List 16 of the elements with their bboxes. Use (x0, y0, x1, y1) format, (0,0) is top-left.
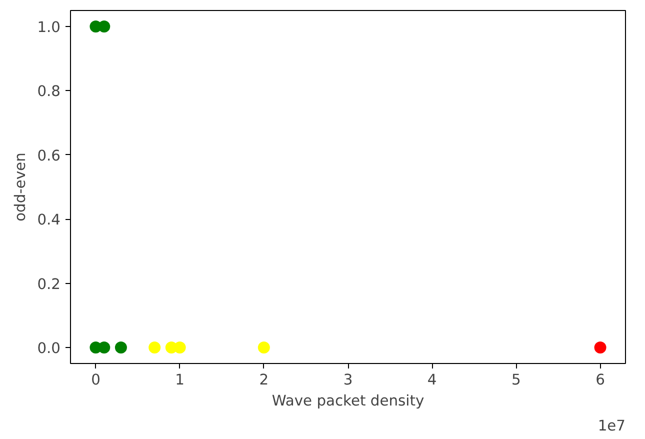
y-tick-label: 1.0 (37, 19, 61, 36)
y-tick-label: 0.2 (37, 276, 61, 293)
y-tick-label: 0.6 (37, 147, 61, 164)
x-tick-label: 4 (427, 372, 437, 388)
x-tick-label: 2 (259, 372, 269, 388)
y-tick-label: 0.0 (37, 340, 61, 357)
y-tick-label: 0.8 (37, 83, 61, 100)
x-tick-label: 1 (175, 372, 184, 388)
y-tick-label: 0.4 (37, 212, 61, 229)
x-tick-label: 5 (512, 372, 521, 388)
y-axis-title: odd-even (12, 152, 30, 222)
x-tick-label: 6 (596, 372, 605, 388)
x-tick-label: 0 (91, 372, 100, 388)
x-tick-label: 3 (343, 372, 353, 388)
text: 1e7 (598, 418, 626, 434)
x-axis-title: Wave packet density (272, 392, 424, 410)
